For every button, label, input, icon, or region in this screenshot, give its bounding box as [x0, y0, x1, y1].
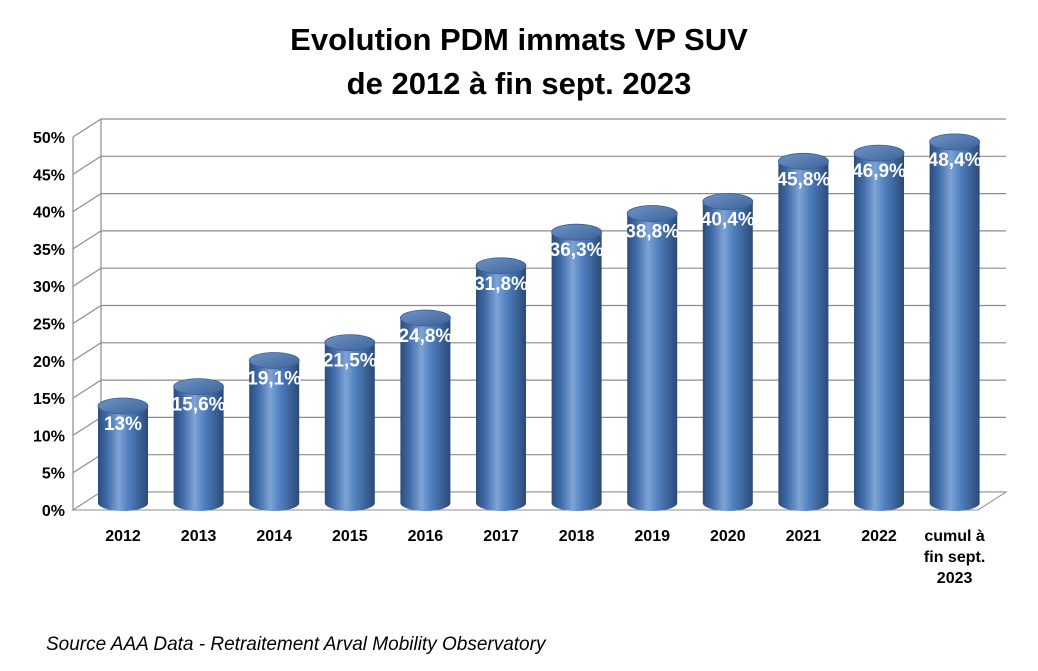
bar-cap	[853, 144, 905, 162]
gridline-diagonal	[72, 454, 102, 474]
y-tick-label: 5%	[42, 466, 65, 483]
x-tick-label: 2020	[710, 528, 746, 545]
bar-cap	[551, 223, 602, 241]
bar-body	[854, 153, 904, 511]
bar	[475, 257, 527, 511]
y-tick-label: 25%	[33, 317, 65, 334]
data-label: 46,9%	[852, 161, 906, 182]
bar	[97, 397, 149, 511]
bar-cap	[626, 205, 678, 222]
bar	[702, 193, 754, 511]
x-tick-label: cumul à	[924, 528, 985, 545]
bar-body	[400, 317, 451, 511]
data-label: 38,8%	[625, 222, 679, 243]
bar-body	[324, 342, 375, 511]
data-label: 45,8%	[776, 169, 830, 190]
data-label: 21,5%	[323, 351, 377, 372]
x-tick-label: 2013	[181, 528, 217, 545]
bar-cap	[929, 133, 980, 151]
bar	[626, 205, 678, 511]
labels-layer: 13% 15,6% 19,1% 21,5% 24,8% 31,8% 36,3% 38,8% 40…	[104, 150, 982, 435]
y-tick-label: 10%	[33, 428, 65, 445]
data-label: 40,4%	[701, 210, 755, 231]
x-tick-label: 2012	[105, 528, 141, 545]
bar-cap	[97, 397, 149, 415]
gridline-diagonal	[72, 230, 102, 250]
chart-title-line-1: Evolution PDM immats VP SUV	[290, 22, 748, 57]
chart-title: Evolution PDM immats VP SUV de 2012 à fi…	[0, 18, 1038, 106]
x-tick-label: fin sept.	[924, 549, 985, 566]
axis-layer: 0% 5% 10% 15% 20% 25% 30% 35% 40% 45% 50% 2012 2013 2…	[33, 119, 1008, 587]
data-label: 19,1%	[247, 369, 301, 390]
gridline-diagonal	[72, 155, 102, 175]
y-tick-label: 50%	[33, 130, 65, 147]
chart-floor	[71, 491, 1008, 511]
data-label: 13%	[104, 414, 142, 435]
bar-body	[627, 213, 678, 511]
bar	[778, 152, 829, 511]
bar-body	[551, 232, 602, 511]
bar-body	[778, 161, 829, 511]
x-tick-label: 2017	[483, 528, 519, 545]
gridline-diagonal	[72, 416, 102, 436]
x-tick-label: 2016	[408, 528, 444, 545]
x-tick-label: 2014	[256, 528, 292, 545]
bar	[399, 309, 451, 511]
bar	[853, 144, 905, 511]
y-tick-label: 0%	[42, 503, 65, 520]
bars-layer	[97, 133, 980, 511]
bar-body	[476, 265, 526, 511]
bar-cap	[778, 152, 829, 170]
bar-cap	[475, 257, 527, 275]
bar-body	[702, 201, 753, 511]
bar	[551, 223, 602, 511]
y-tick-label: 40%	[33, 205, 65, 222]
bar	[324, 334, 376, 511]
chart-title-line-2: de 2012 à fin sept. 2023	[346, 66, 692, 101]
gridline-diagonal	[72, 379, 102, 399]
gridline-diagonal	[72, 267, 102, 287]
bar-body	[249, 360, 300, 511]
data-label: 48,4%	[928, 150, 982, 171]
y-tick-label: 45%	[33, 167, 65, 184]
y-tick-label: 30%	[33, 279, 65, 296]
data-label: 15,6%	[172, 395, 226, 416]
x-tick-label: 2015	[332, 528, 368, 545]
bar	[248, 352, 300, 511]
y-tick-label: 35%	[33, 242, 65, 259]
x-tick-label: 2018	[559, 528, 595, 545]
x-tick-label: 2023	[937, 570, 973, 587]
x-tick-label: 2019	[634, 528, 670, 545]
y-tick-label: 20%	[33, 354, 65, 371]
gridline-diagonal	[72, 342, 102, 362]
x-tick-label: 2022	[861, 528, 897, 545]
bar	[173, 378, 225, 511]
x-tick-label: 2021	[786, 528, 822, 545]
data-label: 24,8%	[398, 326, 452, 347]
bar-body	[98, 406, 148, 511]
y-tick-label: 15%	[33, 391, 65, 408]
gridline-diagonal	[72, 193, 102, 213]
source-note: Source AAA Data - Retraitement Arval Mob…	[46, 634, 546, 655]
data-label: 31,8%	[474, 274, 528, 295]
data-label: 36,3%	[550, 240, 604, 261]
bar-cap	[399, 309, 451, 327]
bar-cap	[702, 193, 754, 211]
bar-body	[929, 141, 980, 511]
bar-body	[173, 386, 224, 511]
bar-cap	[248, 352, 300, 369]
bar-cap	[173, 378, 225, 396]
gridline-diagonal	[72, 118, 102, 138]
gridline-diagonal	[72, 304, 102, 325]
bar	[929, 133, 980, 511]
bar-cap	[324, 334, 376, 352]
